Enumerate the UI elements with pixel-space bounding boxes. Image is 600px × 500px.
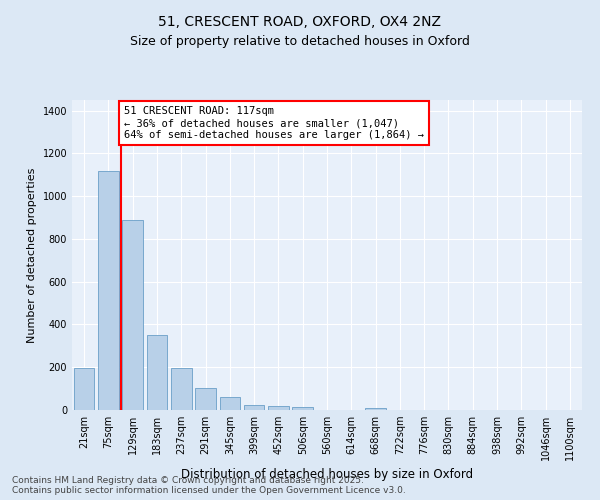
Bar xyxy=(292,407,313,410)
Bar xyxy=(171,368,191,410)
Bar xyxy=(74,368,94,410)
Bar xyxy=(146,335,167,410)
Text: Size of property relative to detached houses in Oxford: Size of property relative to detached ho… xyxy=(130,35,470,48)
Bar xyxy=(195,388,216,410)
Text: 51, CRESCENT ROAD, OXFORD, OX4 2NZ: 51, CRESCENT ROAD, OXFORD, OX4 2NZ xyxy=(158,15,442,29)
X-axis label: Distribution of detached houses by size in Oxford: Distribution of detached houses by size … xyxy=(181,468,473,481)
Bar xyxy=(365,408,386,410)
Bar xyxy=(220,397,240,410)
Text: Contains HM Land Registry data © Crown copyright and database right 2025.
Contai: Contains HM Land Registry data © Crown c… xyxy=(12,476,406,495)
Bar xyxy=(268,406,289,410)
Bar xyxy=(98,170,119,410)
Bar xyxy=(244,404,265,410)
Y-axis label: Number of detached properties: Number of detached properties xyxy=(27,168,37,342)
Bar xyxy=(122,220,143,410)
Text: 51 CRESCENT ROAD: 117sqm
← 36% of detached houses are smaller (1,047)
64% of sem: 51 CRESCENT ROAD: 117sqm ← 36% of detach… xyxy=(124,106,424,140)
